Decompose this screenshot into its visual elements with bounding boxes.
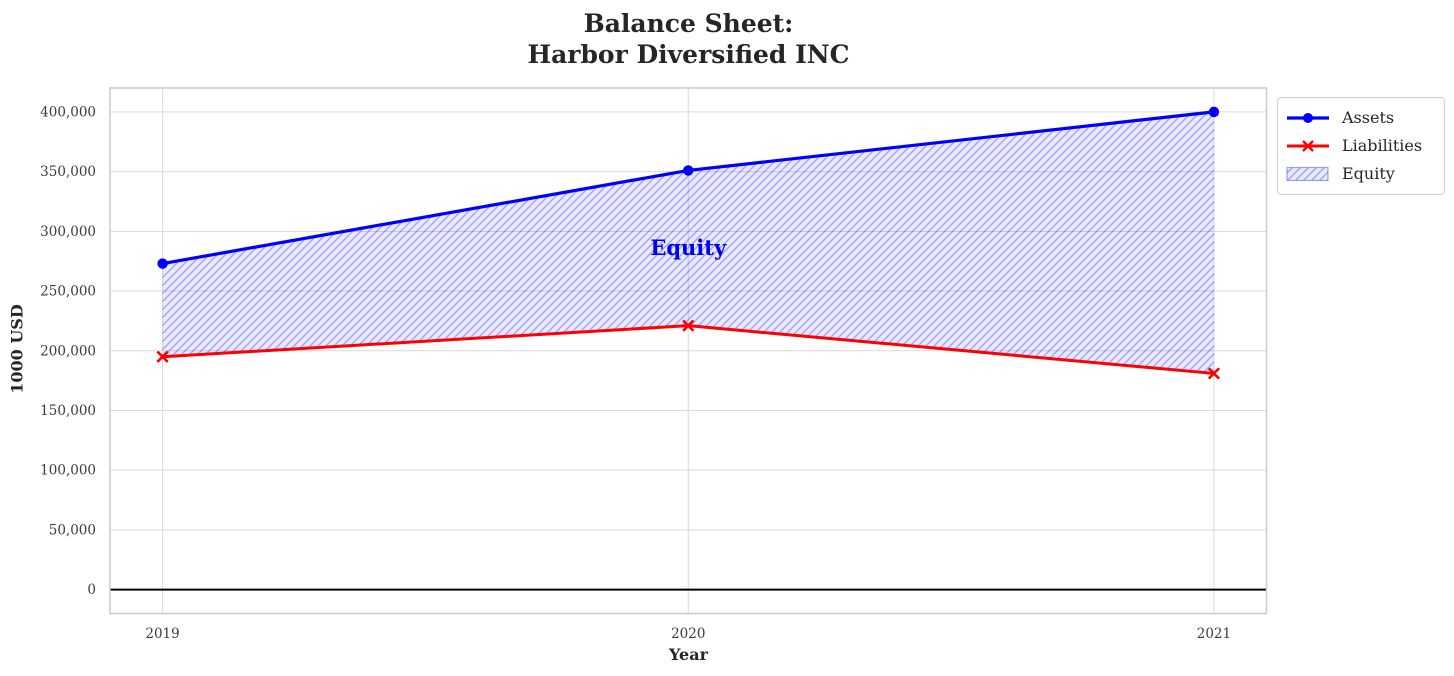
legend-label-liabilities: Liabilities bbox=[1342, 136, 1423, 155]
legend-item-liabilities: Liabilities bbox=[1286, 132, 1436, 160]
y-tick-label-400,000: 400,000 bbox=[40, 104, 96, 120]
y-tick-label-250,000: 250,000 bbox=[40, 284, 96, 300]
assets-sample-dot bbox=[1303, 113, 1313, 123]
x-tick-label-2020: 2020 bbox=[671, 626, 705, 642]
y-tick-label-150,000: 150,000 bbox=[40, 403, 96, 419]
x-tick-label-2019: 2019 bbox=[145, 626, 179, 642]
chart-title: Balance Sheet: Harbor Diversified INC bbox=[110, 8, 1267, 70]
liabilities-sample-x bbox=[1302, 140, 1314, 152]
assets-marker-2021 bbox=[1208, 106, 1220, 118]
y-tick-label-0: 0 bbox=[87, 582, 96, 598]
y-axis-label: 1000 USD bbox=[7, 304, 27, 394]
chart-title-line2: Harbor Diversified INC bbox=[527, 40, 850, 69]
liabilities-marker-2021 bbox=[1207, 367, 1221, 380]
assets-marker-2020 bbox=[683, 165, 694, 176]
assets-marker-2019 bbox=[157, 258, 168, 269]
legend-item-equity: Equity bbox=[1286, 160, 1436, 188]
y-tick-label-350,000: 350,000 bbox=[40, 164, 96, 180]
x-tick-label-2021: 2021 bbox=[1197, 626, 1231, 642]
y-tick-label-50,000: 50,000 bbox=[49, 522, 96, 538]
liabilities-marker-2020 bbox=[682, 319, 695, 332]
legend-label-equity: Equity bbox=[1342, 164, 1395, 183]
x-axis-label: Year bbox=[668, 645, 708, 664]
legend: Assets Liabilities Equity bbox=[1277, 97, 1445, 195]
liabilities-legend-marker-icon bbox=[1286, 138, 1330, 154]
equity-annotation: Equity bbox=[650, 235, 727, 260]
liabilities-marker-2019 bbox=[156, 350, 169, 363]
equity-legend-patch-icon bbox=[1286, 166, 1330, 182]
equity-sample-patch bbox=[1286, 166, 1329, 182]
equity-area bbox=[162, 111, 1214, 374]
chart-title-line1: Balance Sheet: bbox=[583, 9, 794, 38]
y-tick-label-300,000: 300,000 bbox=[40, 224, 96, 240]
legend-label-assets: Assets bbox=[1342, 108, 1395, 127]
plot-border bbox=[109, 87, 1268, 615]
y-tick-label-100,000: 100,000 bbox=[40, 463, 96, 479]
legend-item-assets: Assets bbox=[1286, 104, 1436, 132]
y-tick-label-200,000: 200,000 bbox=[40, 343, 96, 359]
assets-legend-marker-icon bbox=[1286, 110, 1330, 126]
